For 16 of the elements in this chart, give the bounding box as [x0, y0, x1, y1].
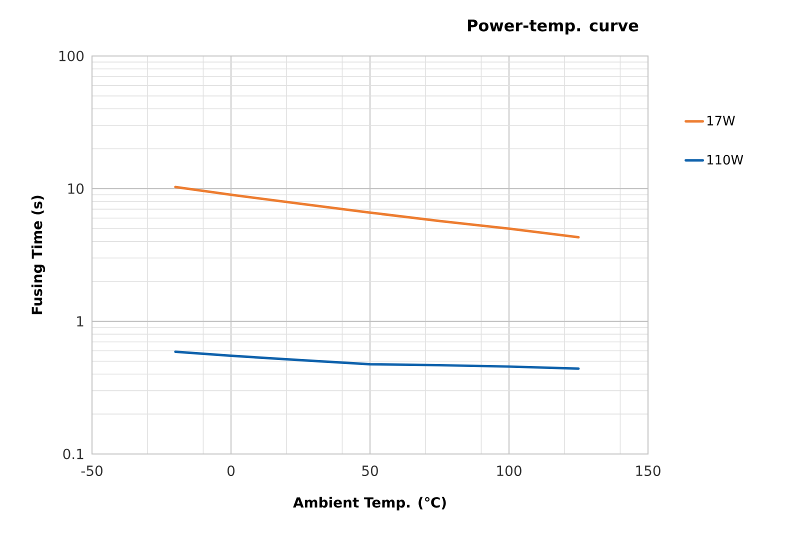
line-series [174, 350, 580, 370]
x-tick-label: -50 [81, 466, 102, 476]
y-tick-label: 100 [59, 50, 84, 62]
x-tick-label: 100 [497, 466, 522, 476]
y-tick-label: 0.1 [63, 448, 84, 460]
y-axis-title: Fusing Time (s) [31, 196, 46, 314]
legend-label: 110W [707, 154, 744, 165]
line-series [174, 186, 580, 239]
y-tick-label: 10 [68, 183, 84, 194]
y-tick-label: 1 [77, 316, 84, 326]
x-tick-label: 50 [362, 466, 378, 476]
x-tick-label: 150 [636, 466, 660, 476]
chart-title: Power-temp. curve [468, 20, 638, 35]
x-axis-title: Ambient Temp. (℃) [293, 496, 446, 510]
x-tick-label: 0 [227, 466, 235, 476]
legend-label: 17W [707, 116, 735, 126]
